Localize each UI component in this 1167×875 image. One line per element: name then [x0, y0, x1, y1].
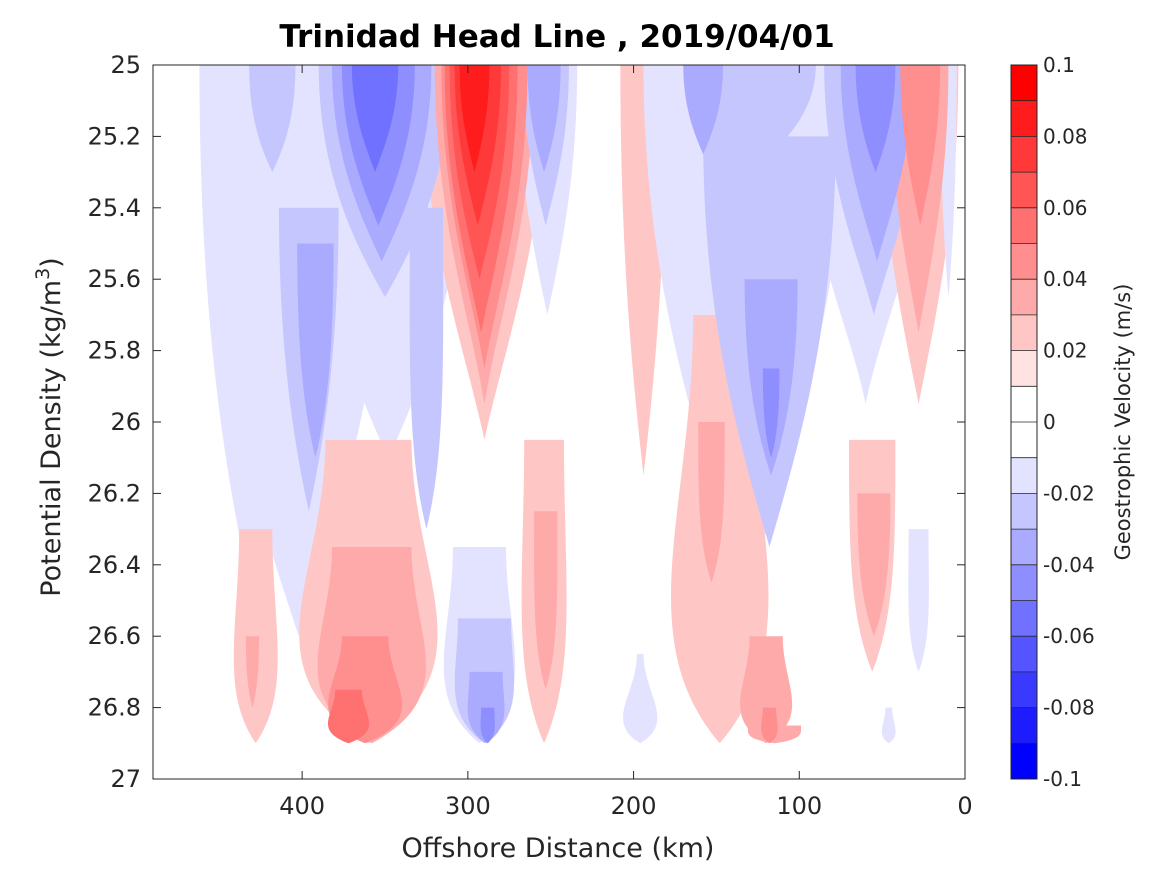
colorbar-segment [1011, 243, 1037, 280]
colorbar-tick-label: 0.02 [1043, 339, 1088, 363]
colorbar-segment [1011, 600, 1037, 637]
contour-region-30 [245, 636, 260, 708]
colorbar: 0.1 0.08 0.06 0.04 0.02 0 -0.02 -0.04 -0.06 -0.08… [1010, 53, 1095, 791]
y-tick-label: 26.4 [88, 551, 141, 579]
contour-region-22 [409, 207, 444, 530]
colorbar-segment [1011, 172, 1037, 209]
y-tick-label: 25.4 [88, 194, 141, 222]
colorbar-tick-label: -0.06 [1043, 624, 1095, 648]
colorbar-segment [1011, 457, 1037, 494]
contour-region-36 [857, 493, 891, 637]
y-tick-label: 26.6 [88, 622, 141, 650]
x-tick-label: 300 [445, 792, 491, 820]
contour-region-35 [740, 636, 793, 744]
colorbar-segment [1011, 493, 1037, 530]
colorbar-label: Geostrophic Velocity (m/s) [1111, 284, 1135, 561]
y-tick-label: 26.8 [88, 694, 141, 722]
colorbar-tick-label: -0.08 [1043, 696, 1095, 720]
contour-region-32 [534, 511, 558, 690]
colorbar-segment [1011, 671, 1037, 709]
contour-region-51 [855, 65, 896, 173]
colorbar-segment [1011, 529, 1037, 566]
contour-region-44 [900, 65, 941, 226]
colorbar-segment [1011, 65, 1037, 102]
contour-region-50 [762, 368, 780, 458]
y-tick-label: 25 [110, 51, 141, 79]
colorbar-segment [1011, 743, 1037, 780]
y-axis-label-superscript: 3 [32, 268, 54, 280]
contour-region-40 [527, 65, 561, 173]
y-tick-label: 26.2 [88, 479, 141, 507]
colorbar-tick-label: 0.08 [1043, 124, 1088, 148]
colorbar-segment [1011, 564, 1037, 601]
colorbar-tick-label: 0 [1043, 410, 1056, 434]
colorbar-segment [1011, 422, 1037, 459]
colorbar-tick-label: 0.06 [1043, 196, 1088, 220]
contour-region-18 [881, 707, 896, 744]
contour-region-42 [683, 65, 724, 155]
contour-region-14 [623, 654, 658, 744]
contour-region-47 [761, 707, 778, 744]
contour-region-53 [480, 707, 495, 744]
y-tick-label: 25.2 [88, 122, 141, 150]
y-tick-label: 27 [110, 765, 141, 793]
contour-field [199, 65, 959, 744]
contour-region-19 [249, 65, 296, 173]
colorbar-segment [1011, 136, 1037, 173]
colorbar-segment [1011, 100, 1037, 137]
colorbar-frame [1010, 64, 1038, 780]
x-axis-label: Offshore Distance (km) [402, 833, 715, 864]
y-tick-label: 26 [110, 408, 141, 436]
colorbar-segment [1011, 636, 1037, 673]
y-axis-label: Potential Density (kg/m3) [32, 257, 67, 596]
contour-region-33 [698, 422, 725, 583]
y-axis-label-main: Potential Density (kg/m [36, 280, 67, 597]
contour-region-11 [233, 529, 278, 744]
x-tick-label: 200 [611, 792, 657, 820]
colorbar-segment [1011, 279, 1037, 316]
y-axis-label-close: ) [36, 257, 67, 268]
x-tick-label: 400 [279, 792, 325, 820]
y-axis: 25 25.2 25.4 25.6 25.8 26 26.2 26.4 26.6 26.8 27 [88, 51, 965, 793]
contour-region-37 [297, 243, 334, 458]
colorbar-segment [1011, 207, 1037, 244]
colorbar-tick-label: 0.1 [1043, 53, 1075, 77]
contour-region-54 [351, 65, 399, 173]
y-tick-label: 25.8 [88, 337, 141, 365]
contour-region-17 [908, 529, 929, 672]
chart-title: Trinidad Head Line , 2019/04/01 [279, 19, 834, 55]
contour-region-57 [459, 65, 490, 173]
colorbar-segment [1011, 314, 1037, 352]
x-tick-label: 100 [776, 792, 822, 820]
colorbar-tick-label: 0.04 [1043, 267, 1088, 291]
y-tick-label: 25.6 [88, 265, 141, 293]
x-tick-label: 0 [957, 792, 972, 820]
contour-region-52 [328, 689, 370, 744]
colorbar-segment [1011, 350, 1037, 387]
x-axis: 400 300 200 100 0 [279, 65, 973, 820]
colorbar-tick-label: -0.04 [1043, 553, 1095, 577]
colorbar-tick-label: -0.1 [1043, 767, 1082, 791]
colorbar-tick-label: -0.02 [1043, 481, 1095, 505]
colorbar-segment [1011, 707, 1037, 744]
colorbar-segment [1011, 386, 1037, 423]
